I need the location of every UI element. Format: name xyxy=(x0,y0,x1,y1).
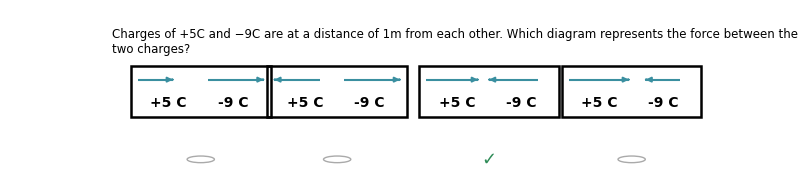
Text: -9 C: -9 C xyxy=(354,96,385,110)
Text: Charges of +5C and −9C are at a distance of 1m from each other. Which diagram re: Charges of +5C and −9C are at a distance… xyxy=(112,28,798,56)
Text: +5 C: +5 C xyxy=(438,96,475,110)
Text: -9 C: -9 C xyxy=(218,96,248,110)
Text: +5 C: +5 C xyxy=(287,96,323,110)
Text: -9 C: -9 C xyxy=(649,96,679,110)
Text: -9 C: -9 C xyxy=(506,96,536,110)
Text: +5 C: +5 C xyxy=(582,96,618,110)
Text: +5 C: +5 C xyxy=(150,96,187,110)
Text: ✓: ✓ xyxy=(482,150,497,168)
